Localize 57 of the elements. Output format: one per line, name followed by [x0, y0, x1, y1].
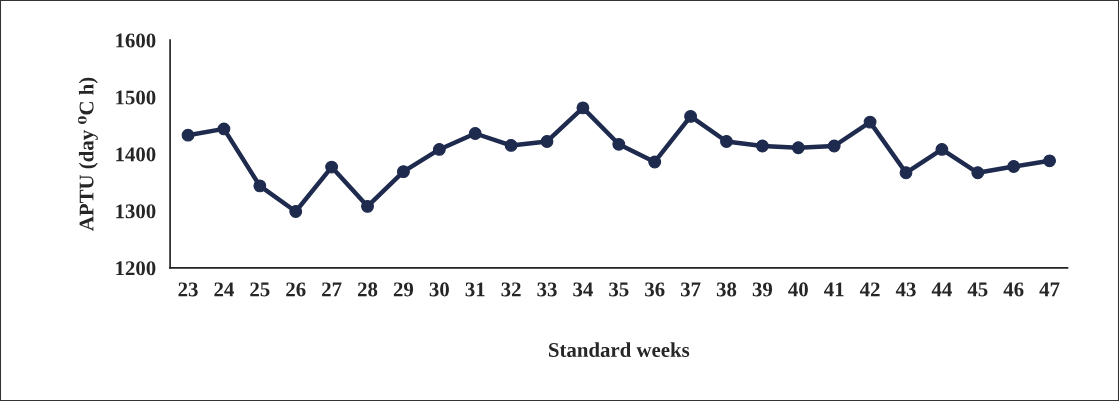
- point: [504, 139, 518, 152]
- x-tick-label: 33: [537, 282, 557, 297]
- y-axis-title: APTU (day ⁰C h): [77, 77, 98, 231]
- y-tick-label: 1300: [116, 204, 156, 219]
- x-tick-label: 37: [680, 282, 701, 297]
- x-tick-label: 28: [357, 282, 378, 297]
- x-tick-label: 40: [788, 282, 808, 297]
- x-tick-label: 38: [716, 282, 737, 297]
- point: [325, 160, 339, 174]
- point: [935, 143, 949, 156]
- point: [684, 109, 698, 123]
- point: [361, 199, 374, 213]
- x-tick-label: 26: [286, 282, 306, 297]
- point: [540, 135, 554, 148]
- point: [612, 137, 626, 151]
- point: [827, 139, 841, 153]
- point: [648, 155, 662, 169]
- x-tick-label: 24: [214, 282, 234, 297]
- point: [576, 101, 590, 115]
- point: [289, 205, 303, 218]
- y-tick-label: 1600: [116, 33, 156, 48]
- x-tick-label: 36: [645, 282, 665, 297]
- x-tick-label: 32: [501, 282, 521, 297]
- x-tick-label: 43: [895, 282, 916, 297]
- point: [1007, 160, 1021, 173]
- point: [899, 166, 913, 180]
- point: [217, 122, 231, 136]
- x-tick-label: 41: [824, 282, 844, 297]
- point: [253, 179, 267, 193]
- y-tick-label: 1400: [116, 147, 156, 162]
- x-tick-label: 46: [1003, 282, 1024, 297]
- point: [720, 135, 733, 148]
- point: [397, 165, 410, 179]
- x-tick-label: 23: [178, 282, 198, 297]
- point: [432, 143, 446, 156]
- x-tick-label: 45: [967, 282, 988, 297]
- y-tick-label: 1200: [116, 261, 156, 276]
- x-tick-label: 39: [752, 282, 773, 297]
- x-tick-label: 25: [250, 282, 270, 297]
- point: [755, 139, 769, 153]
- point: [1043, 154, 1056, 168]
- x-tick-label: 42: [859, 282, 880, 297]
- x-axis-title: Standard weeks: [549, 342, 690, 357]
- point: [468, 127, 482, 140]
- x-tick-label: 34: [573, 282, 593, 297]
- x-tick-label: 31: [465, 282, 485, 297]
- x-tick-label: 30: [429, 282, 449, 297]
- point: [181, 128, 195, 142]
- point: [971, 166, 985, 180]
- x-tick-label: 27: [322, 282, 342, 297]
- x-tick-label: 47: [1039, 282, 1060, 297]
- x-tick-label: 44: [931, 282, 952, 297]
- point: [791, 141, 805, 155]
- point: [863, 115, 877, 129]
- x-tick-label: 35: [609, 282, 629, 297]
- y-tick-label: 1500: [116, 90, 156, 105]
- x-tick-label: 29: [393, 282, 414, 297]
